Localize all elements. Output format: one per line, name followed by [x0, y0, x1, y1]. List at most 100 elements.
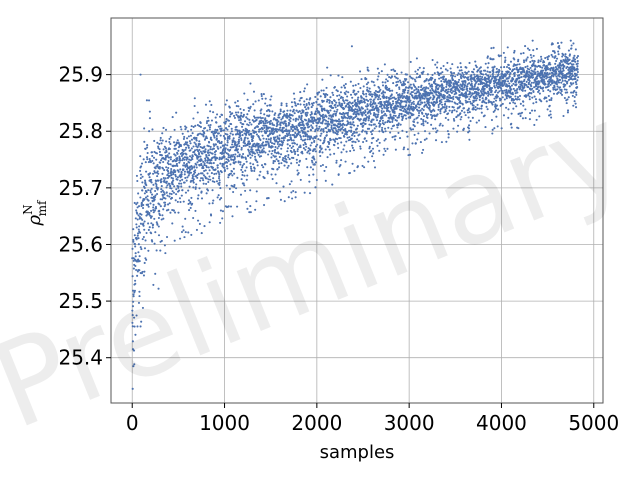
- data-point: [452, 72, 456, 75]
- data-point: [466, 95, 469, 98]
- data-point: [135, 314, 138, 317]
- data-point: [466, 85, 469, 88]
- data-point: [230, 127, 233, 130]
- data-point: [151, 193, 154, 196]
- data-point: [500, 87, 503, 90]
- data-point: [353, 169, 356, 172]
- data-point: [175, 193, 178, 196]
- data-point: [273, 142, 276, 146]
- data-point: [165, 150, 168, 153]
- data-point: [439, 112, 442, 115]
- data-point: [440, 83, 444, 86]
- data-point: [484, 62, 487, 65]
- data-point: [208, 141, 211, 144]
- data-point: [245, 166, 248, 169]
- data-point: [135, 260, 139, 263]
- data-point: [491, 132, 494, 135]
- data-point: [336, 94, 339, 97]
- data-point: [298, 99, 301, 102]
- data-point: [464, 99, 467, 102]
- data-point: [367, 69, 370, 72]
- data-point: [559, 92, 562, 95]
- data-point: [192, 186, 195, 189]
- data-point: [459, 102, 462, 105]
- data-point: [574, 60, 577, 63]
- data-point: [516, 87, 519, 91]
- data-point: [573, 54, 576, 57]
- data-point: [137, 228, 140, 231]
- data-point: [165, 180, 168, 183]
- data-point: [409, 75, 412, 78]
- data-point: [321, 151, 324, 154]
- data-point: [455, 110, 458, 113]
- data-point: [318, 103, 321, 106]
- data-point: [417, 132, 420, 135]
- data-point: [151, 223, 155, 226]
- data-point: [547, 85, 550, 88]
- data-point: [514, 92, 517, 95]
- data-point: [531, 73, 534, 76]
- data-point: [184, 217, 187, 220]
- data-point: [384, 112, 387, 115]
- data-point: [532, 102, 535, 105]
- data-point: [280, 102, 283, 105]
- data-point: [553, 51, 556, 54]
- data-point: [343, 102, 346, 105]
- data-point: [399, 81, 402, 84]
- data-point: [211, 166, 214, 169]
- data-point: [376, 67, 379, 70]
- data-point: [190, 179, 193, 182]
- data-point: [147, 199, 150, 202]
- data-point: [279, 112, 282, 115]
- data-point: [512, 107, 515, 110]
- data-point: [302, 143, 305, 146]
- data-point: [512, 98, 515, 102]
- data-point: [433, 72, 436, 75]
- data-point: [369, 130, 373, 133]
- data-point: [298, 110, 301, 113]
- data-point: [574, 77, 577, 80]
- data-point: [470, 102, 474, 105]
- data-point: [386, 80, 389, 83]
- data-point: [497, 108, 500, 111]
- data-point: [268, 110, 271, 113]
- data-point: [439, 122, 442, 125]
- data-point: [315, 101, 318, 104]
- data-point: [557, 91, 560, 94]
- data-point: [173, 128, 176, 131]
- data-point: [376, 107, 380, 110]
- data-point: [376, 90, 379, 93]
- data-point: [550, 116, 553, 119]
- data-point: [312, 168, 315, 171]
- data-point: [469, 120, 472, 123]
- data-point: [290, 162, 293, 165]
- data-point: [554, 66, 557, 69]
- data-point: [393, 111, 396, 115]
- data-point: [576, 86, 579, 89]
- data-point: [337, 98, 340, 101]
- data-point: [551, 42, 554, 46]
- data-point: [437, 108, 440, 111]
- data-point: [555, 57, 559, 60]
- data-point: [351, 123, 354, 126]
- data-point: [258, 149, 261, 152]
- data-point: [414, 142, 417, 145]
- data-point: [182, 229, 185, 232]
- data-point: [270, 156, 273, 159]
- data-point: [534, 64, 537, 67]
- y-tick-label: 25.9: [58, 63, 103, 87]
- data-point: [242, 113, 245, 116]
- data-point: [198, 143, 201, 146]
- data-point: [461, 103, 464, 106]
- data-point: [275, 182, 278, 185]
- data-point: [143, 261, 146, 264]
- data-point: [457, 114, 460, 117]
- data-point: [252, 135, 255, 138]
- data-point: [307, 150, 310, 153]
- data-point: [187, 202, 190, 205]
- data-point: [240, 137, 243, 140]
- data-point: [276, 118, 279, 122]
- data-point: [134, 245, 137, 248]
- data-point: [438, 96, 441, 99]
- data-point: [560, 81, 563, 84]
